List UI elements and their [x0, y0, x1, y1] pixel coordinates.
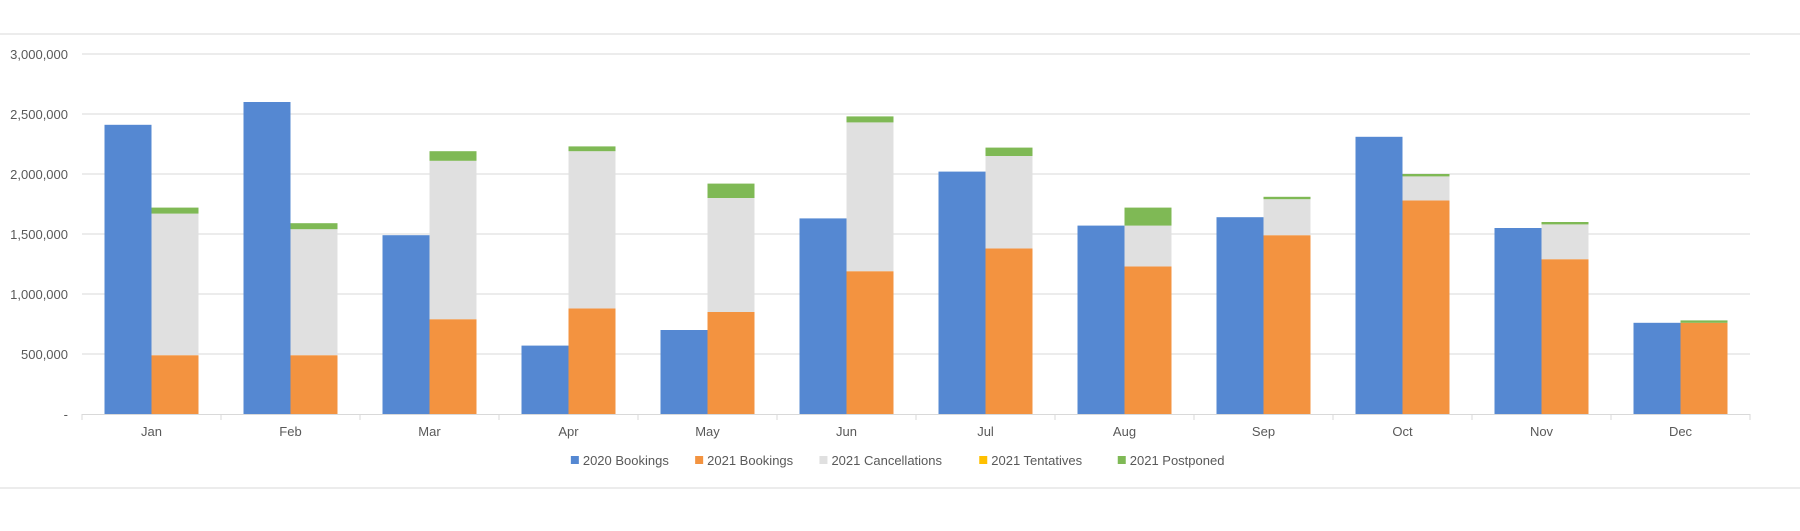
- x-tick-label: Sep: [1252, 424, 1275, 439]
- bar-2021-postponed: [429, 151, 477, 161]
- x-tick-label: Mar: [418, 424, 441, 439]
- bar-2021-bookings: [1402, 200, 1450, 414]
- legend-swatch: [819, 456, 828, 464]
- bar-2021-bookings: [707, 312, 755, 414]
- x-tick-label: Jun: [836, 424, 857, 439]
- bar-2021-postponed: [151, 207, 199, 214]
- bar-2021-bookings: [568, 308, 616, 414]
- bar-2020-bookings: [799, 218, 847, 414]
- bar-2020-bookings: [1077, 225, 1125, 414]
- legend-label: 2021 Postponed: [1130, 453, 1225, 468]
- bar-2020-bookings: [521, 345, 569, 414]
- legend-label: 2020 Bookings: [583, 453, 670, 468]
- bar-2021-bookings: [846, 271, 894, 414]
- legend-swatch: [695, 456, 704, 464]
- bar-2021-bookings: [1680, 322, 1728, 414]
- y-tick-label: 3,000,000: [10, 47, 68, 62]
- bar-2021-cancellations: [985, 156, 1033, 249]
- bar-2021-bookings: [151, 355, 199, 414]
- bar-2021-postponed: [1402, 174, 1450, 177]
- bar-2021-cancellations: [151, 213, 199, 356]
- bar-2021-postponed: [1263, 196, 1311, 200]
- x-tick-label: Oct: [1392, 424, 1413, 439]
- bar-2021-postponed: [1541, 222, 1589, 225]
- bar-2020-bookings: [938, 171, 986, 414]
- bar-2021-bookings: [429, 319, 477, 414]
- bar-2021-bookings: [1124, 266, 1172, 414]
- bar-2021-bookings: [1263, 235, 1311, 414]
- x-tick-label: Aug: [1113, 424, 1136, 439]
- bar-2020-bookings: [382, 235, 430, 414]
- bar-2020-bookings: [1494, 228, 1542, 414]
- legend-swatch: [1117, 456, 1126, 464]
- x-tick-label: Dec: [1669, 424, 1693, 439]
- bar-2020-bookings: [104, 124, 152, 415]
- bar-2021-cancellations: [846, 122, 894, 272]
- bar-2020-bookings: [1355, 136, 1403, 415]
- x-tick-label: Nov: [1530, 424, 1554, 439]
- bar-2021-postponed: [568, 146, 616, 152]
- legend-swatch: [979, 456, 988, 464]
- bar-2020-bookings: [660, 330, 708, 414]
- x-tick-label: Jul: [977, 424, 994, 439]
- bar-2021-postponed: [290, 223, 338, 230]
- bar-2021-cancellations: [1263, 199, 1311, 236]
- legend-label: 2021 Tentatives: [991, 453, 1082, 468]
- gridlines: [82, 53, 1750, 355]
- bar-2021-cancellations: [1402, 176, 1450, 201]
- y-tick-label: 2,000,000: [10, 167, 68, 182]
- x-tick-label: Feb: [279, 424, 301, 439]
- bar-2021-postponed: [1124, 207, 1172, 226]
- legend-label: 2021 Bookings: [707, 453, 794, 468]
- bar-2020-bookings: [243, 102, 291, 414]
- bar-2021-bookings: [290, 355, 338, 414]
- legend-swatch: [570, 456, 579, 464]
- legend-label: 2021 Cancellations: [831, 453, 942, 468]
- bar-2021-bookings: [985, 248, 1033, 414]
- y-tick-label: 500,000: [21, 347, 68, 362]
- x-tick-label: May: [695, 424, 720, 439]
- bar-2021-cancellations: [707, 198, 755, 312]
- y-tick-label: 1,500,000: [10, 227, 68, 242]
- bar-2021-cancellations: [290, 229, 338, 356]
- bar-2021-postponed: [1680, 320, 1728, 323]
- bar-2021-cancellations: [568, 151, 616, 309]
- y-tick-label: -: [64, 407, 68, 422]
- x-axis: Jan Feb Mar Apr May Jun Jul Aug Sep Oct Nov Dec: [81, 414, 1751, 439]
- x-tick-label: Jan: [141, 424, 162, 439]
- bar-2021-cancellations: [429, 160, 477, 320]
- bar-2021-cancellations: [1541, 224, 1589, 260]
- bars: [104, 102, 1728, 415]
- bar-2021-postponed: [846, 116, 894, 123]
- legend: 2020 Bookings 2021 Bookings 2021 Cancellat…: [570, 453, 1225, 468]
- y-tick-label: 2,500,000: [10, 107, 68, 122]
- bar-2020-bookings: [1633, 322, 1681, 414]
- x-tick-label: Apr: [558, 424, 579, 439]
- bar-2021-postponed: [707, 183, 755, 198]
- y-tick-label: 1,000,000: [10, 287, 68, 302]
- bar-2021-bookings: [1541, 259, 1589, 414]
- y-axis: - 500,000 1,000,000 1,500,000 2,000,000 2,500…: [10, 47, 68, 422]
- bar-2021-cancellations: [1124, 225, 1172, 267]
- bar-2021-postponed: [985, 147, 1033, 156]
- bar-2020-bookings: [1216, 217, 1264, 414]
